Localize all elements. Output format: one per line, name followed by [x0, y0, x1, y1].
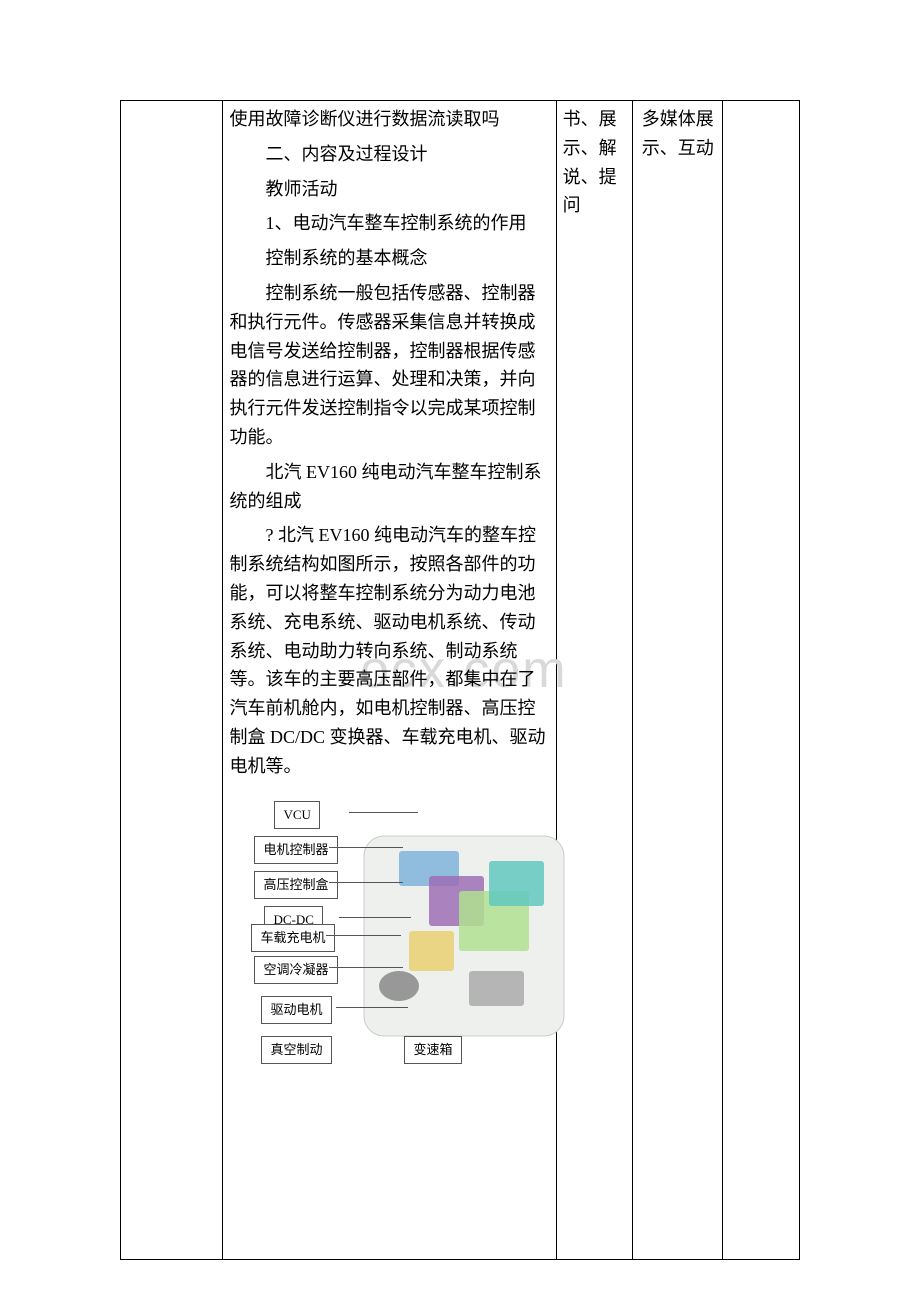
paragraph-teacher: 教师活动 — [229, 175, 549, 204]
column-5-spacer — [723, 101, 800, 1260]
paragraph-body1: 控制系统一般包括传感器、控制器和执行元件。传感器采集信息并转换成电信号发送给控制… — [229, 279, 549, 452]
diagram-label-4: 车载充电机 — [251, 924, 334, 953]
column-1-spacer — [121, 101, 223, 1260]
diagram-label-0: VCU — [274, 801, 319, 830]
leader-line-4 — [326, 935, 401, 936]
media-cell: 多媒体展示、互动 — [633, 101, 723, 1260]
lesson-plan-table: 使用故障诊断仪进行数据流读取吗 二、内容及过程设计 教师活动 1、电动汽车整车控… — [120, 100, 800, 1260]
leader-line-5 — [329, 967, 403, 968]
diagram-label-8: 变速箱 — [404, 1036, 461, 1065]
paragraph-topic1: 1、电动汽车整车控制系统的作用 — [229, 209, 549, 238]
engine-component-3 — [409, 931, 454, 971]
engine-bay-illustration — [359, 821, 569, 1051]
paragraph-section: 二、内容及过程设计 — [229, 140, 549, 169]
diagram-label-7: 真空制动 — [261, 1036, 331, 1065]
paragraph-ev160title: 北汽 EV160 纯电动汽车整车控制系统的组成 — [229, 458, 549, 516]
leader-line-2 — [329, 882, 403, 883]
paragraph-concept: 控制系统的基本概念 — [229, 244, 549, 273]
engine-component-5 — [379, 971, 419, 1001]
diagram-label-5: 空调冷凝器 — [254, 956, 337, 985]
engine-bay-diagram: VCU电机控制器高压控制盒DC-DC车载充电机空调冷凝器驱动电机真空制动变速箱 — [229, 801, 549, 1081]
leader-line-0 — [349, 812, 418, 813]
engine-component-4 — [489, 861, 544, 906]
paragraph-ev160body: ? 北汽 EV160 纯电动汽车的整车控制系统结构如图所示，按照各部件的功能，可… — [229, 521, 549, 780]
leader-line-1 — [329, 847, 403, 848]
main-content-cell: 使用故障诊断仪进行数据流读取吗 二、内容及过程设计 教师活动 1、电动汽车整车控… — [223, 101, 556, 1260]
engine-component-6 — [469, 971, 524, 1006]
leader-line-3 — [339, 917, 410, 918]
method-text: 书、展示、解说、提问 — [563, 109, 617, 215]
diagram-label-6: 驱动电机 — [261, 996, 331, 1025]
diagram-label-1: 电机控制器 — [254, 836, 337, 865]
media-text: 多媒体展示、互动 — [642, 109, 714, 158]
leader-line-6 — [336, 1007, 408, 1008]
diagram-label-2: 高压控制盒 — [254, 871, 337, 900]
method-cell: 书、展示、解说、提问 — [556, 101, 633, 1260]
paragraph-intro: 使用故障诊断仪进行数据流读取吗 — [229, 105, 549, 134]
document-page: ocx.com 使用故障诊断仪进行数据流读取吗 二、内容及过程设计 教师活动 1… — [0, 0, 920, 1302]
